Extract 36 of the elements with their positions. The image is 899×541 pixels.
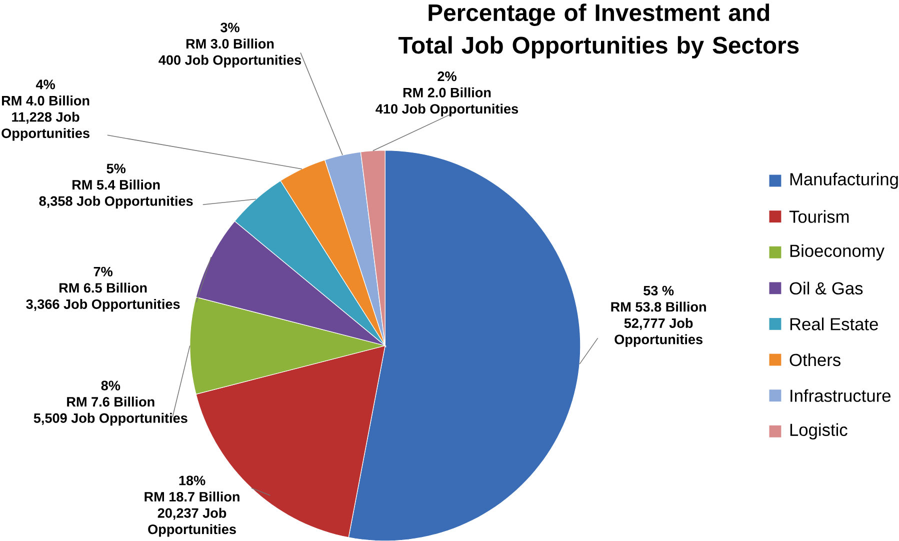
text: 11,228 Job: [12, 112, 80, 124]
legend-label: Bioeconomy: [790, 244, 884, 260]
text: 18%: [179, 476, 206, 486]
text: 8%: [101, 380, 120, 390]
text: RM 4.0 Billion: [2, 95, 90, 106]
legend-label: Tourism: [789, 210, 849, 223]
text: RM 2.0 Billion: [403, 87, 491, 98]
legend-label: Infrastructure: [790, 389, 890, 402]
chart-title: Percentage of Investment and Total Job Opportunities by Sectors: [398, 3, 799, 58]
text: 3%: [220, 22, 240, 32]
text: 2%: [438, 71, 456, 81]
text: 53 %: [644, 286, 674, 296]
text: RM 3.0 Billion: [186, 38, 274, 48]
text: Opportunities: [614, 334, 702, 347]
text: RM 18.7 Billion: [144, 491, 240, 502]
legend-label: Others: [790, 353, 840, 366]
text: 3,366 Job Opportunities: [26, 298, 180, 312]
text: 410 Job Opportunities: [376, 104, 518, 116]
text: 4%: [36, 80, 55, 90]
text: 7%: [94, 266, 113, 276]
text: 8,358 Job Opportunities: [39, 196, 193, 208]
text: Opportunities: [2, 128, 90, 141]
text: 20,237 Job: [158, 508, 226, 520]
text: Opportunities: [148, 524, 236, 537]
text: 52,777 Job: [624, 318, 693, 330]
text: RM 5.4 Billion: [72, 180, 160, 190]
text: RM 7.6 Billion: [67, 396, 154, 406]
legend-label: Manufacturing: [790, 172, 898, 189]
text: 400 Job Opportunities: [158, 54, 302, 68]
text: RM 6.5 Billion: [60, 282, 147, 293]
legend-label: Logistic: [790, 423, 848, 440]
legend-label: Real Estate: [790, 317, 878, 330]
text: 5,509 Job Opportunities: [34, 412, 188, 426]
legend-label: Oil & Gas: [790, 282, 863, 294]
text: 5%: [106, 164, 126, 174]
text: RM 53.8 Billion: [611, 302, 706, 312]
